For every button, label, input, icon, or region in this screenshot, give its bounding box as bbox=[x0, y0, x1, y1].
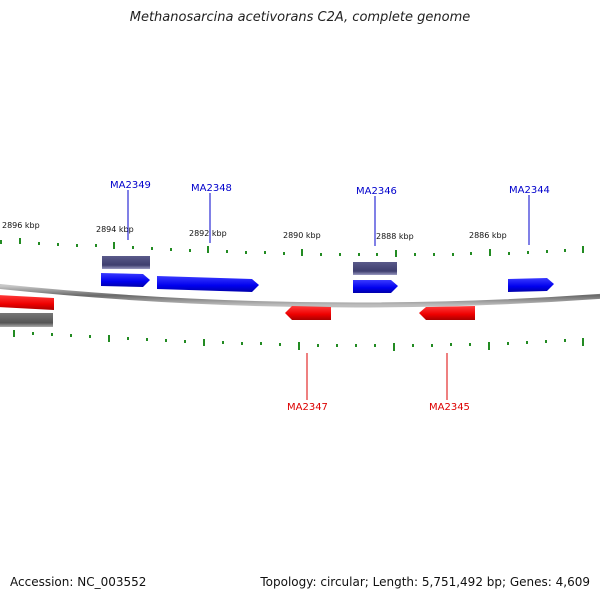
tick-label-2896: 2896 kbp bbox=[2, 221, 40, 230]
gene-arrow-ma2345[interactable] bbox=[419, 306, 475, 320]
feature-box-forward[interactable] bbox=[353, 262, 397, 275]
gene-arrow-ma2346[interactable] bbox=[353, 280, 398, 293]
outer-tick-row bbox=[0, 238, 584, 257]
gene-block-reverse-left[interactable] bbox=[0, 295, 54, 310]
tick-label-2894: 2894 kbp bbox=[96, 225, 134, 234]
gene-label-ma2348: MA2348 bbox=[191, 183, 232, 194]
tick-label-2888: 2888 kbp bbox=[376, 232, 414, 241]
gene-arrow-ma2349[interactable] bbox=[101, 273, 150, 287]
gene-label-ma2347: MA2347 bbox=[287, 402, 328, 413]
gene-arrow-ma2344[interactable] bbox=[508, 278, 554, 292]
gene-label-ma2344: MA2344 bbox=[509, 185, 550, 196]
genome-summary: Topology: circular; Length: 5,751,492 bp… bbox=[260, 575, 590, 589]
gene-arrow-ma2348[interactable] bbox=[157, 276, 259, 292]
tick-label-2886: 2886 kbp bbox=[469, 231, 507, 240]
feature-box-reverse[interactable] bbox=[0, 313, 53, 327]
genome-backbone bbox=[0, 283, 600, 308]
tick-label-2892: 2892 kbp bbox=[189, 229, 227, 238]
accession-label: Accession: NC_003552 bbox=[10, 575, 147, 589]
tick-label-2890: 2890 kbp bbox=[283, 231, 321, 240]
gene-label-ma2349: MA2349 bbox=[110, 180, 151, 191]
gene-label-ma2345: MA2345 bbox=[429, 402, 470, 413]
inner-tick-row bbox=[13, 330, 584, 351]
map-title: Methanosarcina acetivorans C2A, complete… bbox=[129, 10, 471, 25]
gene-label-ma2346: MA2346 bbox=[356, 186, 397, 197]
gene-arrow-ma2347[interactable] bbox=[285, 306, 331, 320]
feature-box-forward[interactable] bbox=[102, 256, 150, 269]
